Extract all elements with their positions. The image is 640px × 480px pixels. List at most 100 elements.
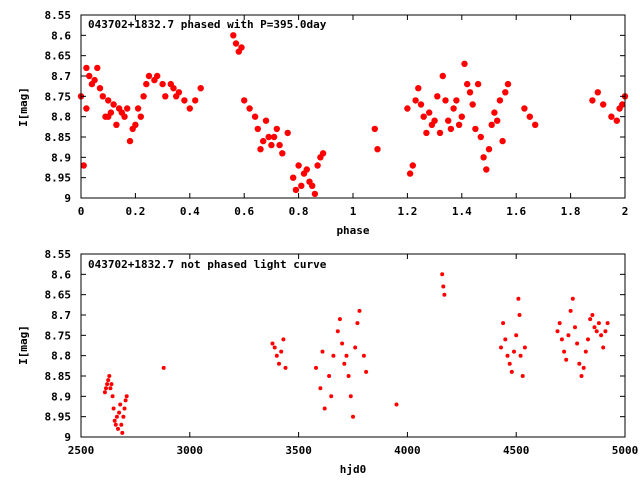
phased-y-tick-label: 8.9 — [51, 151, 71, 164]
phased-data-point — [110, 101, 117, 108]
phased-data-point — [303, 166, 310, 173]
unphased-data-point — [517, 313, 522, 317]
phased-plot-panel: 0 0.2 0.4 0.6 0.8 1 1.2 1.4 1.6 1.8 2 8.55 8.6 8.65 8.… — [17, 9, 628, 237]
unphased-data-point — [520, 374, 525, 378]
unphased-data-point — [364, 369, 369, 374]
phased-data-point — [170, 85, 177, 92]
unphased-x-tick-label: 2500 — [68, 444, 95, 457]
unphased-data-point — [594, 329, 599, 334]
phased-data-point — [124, 105, 131, 112]
phased-data-point — [589, 97, 596, 104]
phased-data-point — [436, 129, 444, 137]
phased-data-point — [162, 93, 169, 100]
unphased-data-point — [117, 410, 122, 415]
phased-data-point — [426, 109, 433, 116]
unphased-x-tick-label: 4000 — [394, 444, 421, 457]
phased-y-tick-label: 8.75 — [45, 90, 72, 103]
unphased-data-point — [119, 422, 124, 427]
phased-y-tick-label: 8.85 — [45, 131, 72, 144]
unphased-data-point — [355, 321, 360, 326]
phased-data-point — [137, 113, 144, 120]
phased-data-point — [469, 101, 476, 108]
unphased-data-point — [116, 426, 120, 431]
unphased-data-point — [114, 414, 119, 419]
phased-data-point — [96, 85, 104, 92]
phased-data-point — [415, 85, 422, 92]
unphased-data-point — [120, 430, 125, 435]
phased-data-point — [319, 150, 327, 157]
phased-data-point — [472, 125, 479, 133]
phased-data-point — [619, 101, 626, 108]
unphased-data-point — [348, 394, 353, 399]
unphased-data-point — [314, 365, 318, 370]
unphased-y-tick-label: 8.7 — [51, 309, 71, 322]
unphased-axis-ticks — [80, 253, 626, 438]
phased-data-point — [474, 80, 482, 88]
phased-y-tick-label: 8.55 — [45, 9, 72, 22]
phased-x-tick-label: 0 — [78, 205, 85, 218]
phased-data-point — [197, 85, 204, 92]
phased-data-point — [496, 97, 504, 104]
phased-data-point — [442, 97, 449, 104]
phased-data-point — [423, 129, 430, 137]
phased-data-point — [613, 117, 620, 124]
phased-data-point — [412, 97, 419, 104]
unphased-data-point — [279, 349, 284, 354]
phased-data-point — [230, 32, 237, 39]
unphased-data-point — [579, 374, 584, 378]
unphased-data-point — [109, 382, 114, 387]
phased-data-point — [431, 117, 438, 124]
phased-data-point — [483, 166, 490, 173]
unphased-y-tick-label: 8.65 — [45, 289, 72, 302]
unphased-data-point — [277, 361, 281, 366]
phased-tick-labels: 0 0.2 0.4 0.6 0.8 1 1.2 1.4 1.6 1.8 2 8.55 8.6 8.65 8.… — [45, 9, 629, 218]
phased-x-tick-label: 0.8 — [289, 205, 309, 218]
unphased-data-point — [509, 369, 514, 374]
unphased-x-axis-label: hjd0 — [340, 463, 367, 476]
unphased-data-point — [592, 325, 597, 330]
phased-data-point — [186, 105, 193, 112]
unphased-x-tick-label: 4500 — [503, 444, 530, 457]
phased-y-tick-label: 8.65 — [45, 50, 72, 63]
unphased-data-point — [357, 308, 362, 313]
phased-x-tick-label: 1 — [350, 205, 357, 218]
phased-data-point — [477, 133, 484, 141]
phased-data-points — [77, 32, 629, 198]
unphased-data-point — [327, 374, 332, 378]
unphased-data-point — [394, 402, 399, 407]
phased-data-point — [295, 162, 302, 169]
phased-data-point — [192, 97, 199, 104]
phased-data-point — [445, 117, 452, 124]
phased-data-point — [254, 125, 261, 133]
phased-data-point — [290, 174, 297, 181]
unphased-data-point — [501, 321, 506, 326]
phased-x-axis-label: phase — [336, 224, 369, 237]
unphased-data-point — [573, 325, 577, 330]
phased-data-point — [132, 121, 139, 128]
phased-axis-ticks — [80, 14, 626, 199]
unphased-y-tick-label: 8.85 — [45, 370, 72, 383]
phased-data-point — [246, 105, 253, 112]
phased-data-point — [105, 97, 112, 104]
unphased-data-point — [337, 317, 342, 322]
phased-data-point — [284, 129, 291, 137]
unphased-data-point — [516, 296, 521, 301]
phased-data-point — [450, 105, 457, 112]
phased-data-point — [464, 80, 471, 88]
unphased-data-point — [512, 349, 516, 354]
phased-y-tick-label: 8.95 — [45, 172, 72, 185]
phased-data-point — [406, 170, 414, 177]
unphased-data-point — [161, 365, 166, 370]
phased-x-tick-label: 0.2 — [125, 205, 145, 218]
phased-data-point — [420, 113, 427, 120]
unphased-y-tick-label: 8.95 — [45, 411, 72, 424]
phased-data-point — [121, 113, 128, 120]
unphased-data-point — [104, 386, 108, 391]
phased-data-point — [107, 109, 115, 116]
unphased-data-point — [108, 386, 113, 391]
unphased-data-point — [106, 378, 111, 383]
phased-data-point — [311, 190, 319, 198]
unphased-data-point — [441, 284, 446, 289]
unphased-data-point — [270, 341, 275, 346]
phased-data-point — [488, 121, 495, 128]
